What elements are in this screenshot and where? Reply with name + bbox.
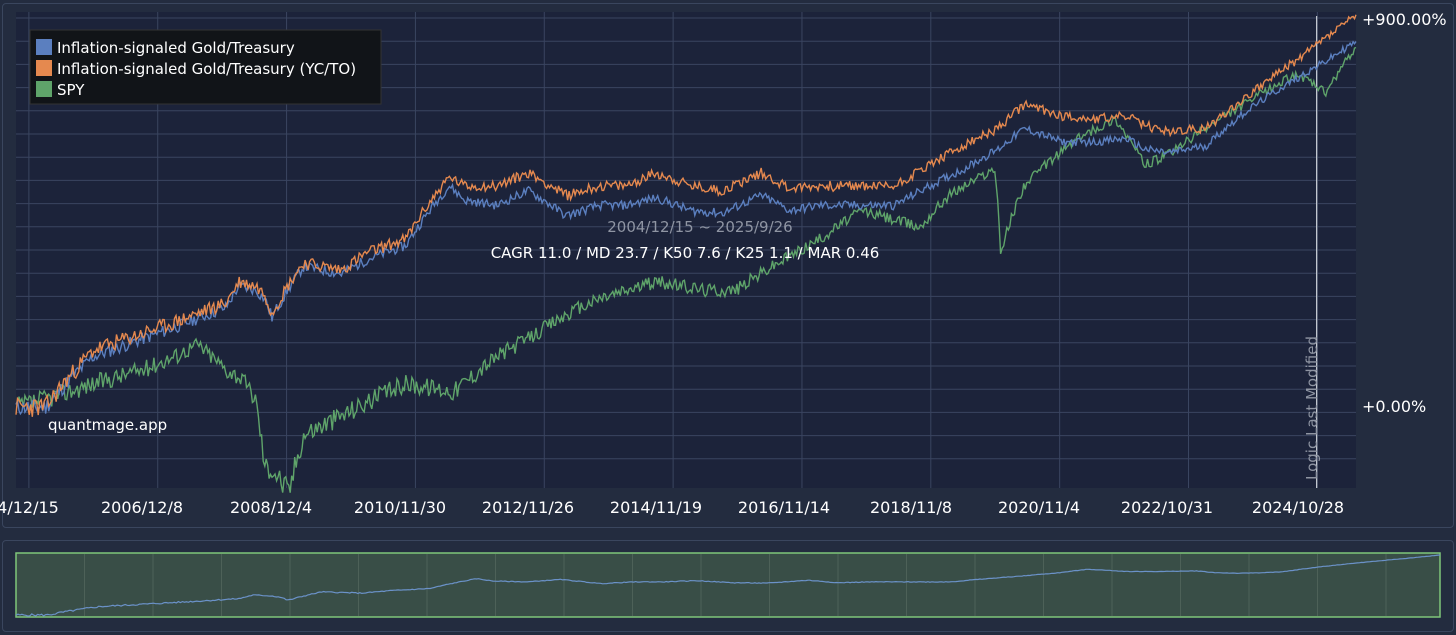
y-tick-label-bottom: +0.00% (1362, 397, 1426, 416)
series-line-2 (15, 46, 1357, 493)
x-tick-label: 2016/11/14 (738, 498, 830, 517)
x-tick-label: 2024/10/28 (1252, 498, 1344, 517)
y-tick-label-top: +900.00% (1362, 10, 1447, 29)
stats-annotation: CAGR 11.0 / MD 23.7 / K50 7.6 / K25 1.1 … (491, 244, 880, 262)
legend-label: Inflation-signaled Gold/Treasury (YC/TO) (57, 60, 356, 78)
legend-swatch (36, 81, 52, 97)
series-line-1 (15, 14, 1357, 417)
x-tick-label: 2008/12/4 (230, 498, 312, 517)
x-tick-label: 2014/11/19 (610, 498, 702, 517)
watermark-text: quantmage.app (48, 416, 167, 434)
date-range-annotation: 2004/12/15 ~ 2025/9/26 (607, 218, 792, 236)
legend-item-gold-treasury[interactable]: Inflation-signaled Gold/Treasury (36, 39, 295, 57)
x-tick-label: 2018/11/8 (870, 498, 952, 517)
series-group (15, 14, 1357, 493)
navigator-series-line (15, 554, 1441, 617)
legend-label: SPY (57, 81, 85, 99)
x-axis-ticks: 4/12/15 2006/12/8 2008/12/4 2010/11/30 2012/… (0, 498, 1344, 517)
logic-modified-label: Logic Last Modified (1303, 336, 1321, 480)
legend-box (29, 29, 382, 105)
legend: Inflation-signaled Gold/Treasury Inflati… (29, 29, 382, 105)
legend-item-gold-treasury-yc-to[interactable]: Inflation-signaled Gold/Treasury (YC/TO) (36, 60, 356, 78)
legend-item-spy[interactable]: SPY (36, 81, 85, 99)
navigator[interactable] (15, 552, 1441, 618)
x-tick-label: 2022/10/31 (1121, 498, 1213, 517)
navigator-selection[interactable] (15, 552, 1441, 618)
legend-swatch (36, 39, 52, 55)
y-axis-ticks: +900.00% +0.00% (1362, 10, 1447, 416)
legend-label: Inflation-signaled Gold/Treasury (57, 39, 295, 57)
legend-swatch (36, 60, 52, 76)
x-tick-label: 2012/11/26 (482, 498, 574, 517)
x-tick-label: 2020/11/4 (998, 498, 1080, 517)
navigator-grid (84, 554, 1387, 616)
x-tick-label: 2006/12/8 (101, 498, 183, 517)
x-tick-label: 4/12/15 (0, 498, 59, 517)
x-tick-label: 2010/11/30 (354, 498, 446, 517)
